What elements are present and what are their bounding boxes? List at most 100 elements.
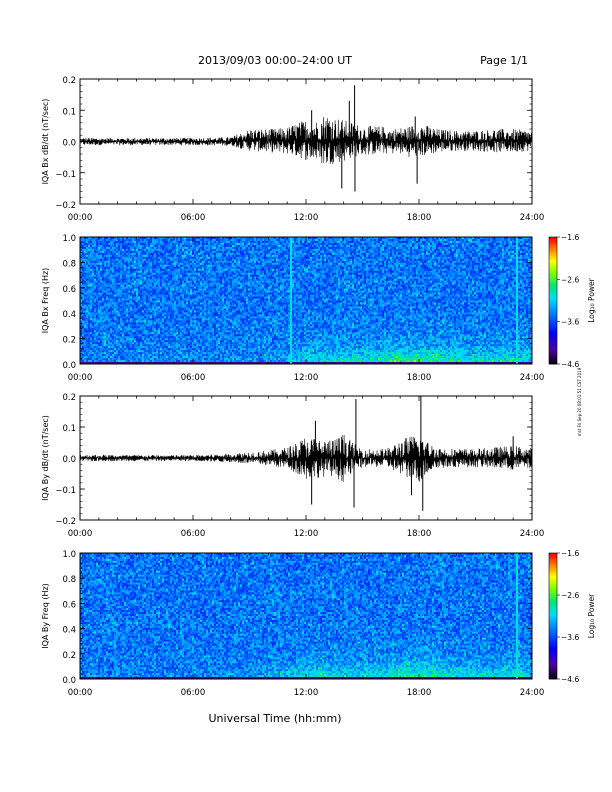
spectrogram-cell: [200, 275, 202, 277]
spectrogram-cell: [196, 346, 198, 348]
spectrogram-cell: [194, 265, 196, 267]
spectrogram-cell: [174, 287, 176, 289]
spectrogram-cell: [214, 273, 216, 275]
spectrogram-cell: [92, 245, 94, 247]
spectrogram-cell: [136, 352, 138, 354]
spectrogram-cell: [230, 302, 232, 304]
spectrogram-cell: [202, 320, 204, 322]
spectrogram-cell: [178, 283, 180, 285]
spectrogram-cell: [120, 289, 122, 291]
spectrogram-cell: [144, 340, 146, 342]
spectrogram-cell: [166, 281, 168, 283]
spectrogram-cell: [132, 314, 134, 316]
spectrogram-cell: [164, 316, 166, 318]
spectrogram-cell: [132, 259, 134, 261]
spectrogram-cell: [142, 263, 144, 265]
spectrogram-cell: [228, 358, 230, 360]
spectrogram-cell: [218, 299, 220, 301]
spectrogram-cell: [128, 346, 130, 348]
spectrogram-cell: [220, 243, 222, 245]
spectrogram-cell: [206, 277, 208, 279]
spectrogram-cell: [130, 336, 132, 338]
spectrogram-cell: [164, 275, 166, 277]
spectrogram-cell: [92, 348, 94, 350]
spectrogram-cell: [140, 243, 142, 245]
spectrogram-cell: [106, 336, 108, 338]
spectrogram-cell: [232, 243, 234, 245]
spectrogram-cell: [206, 291, 208, 293]
spectrogram-cell: [186, 273, 188, 275]
spectrogram-cell: [162, 308, 164, 310]
spectrogram-cell: [160, 247, 162, 249]
spectrogram-cell: [98, 289, 100, 291]
spectrogram-cell: [228, 302, 230, 304]
spectrogram-cell: [172, 261, 174, 263]
spectrogram-cell: [146, 261, 148, 263]
spectrogram-cell: [222, 247, 224, 249]
spectrogram-cell: [124, 243, 126, 245]
spectrogram-cell: [110, 259, 112, 261]
spectrogram-cell: [154, 283, 156, 285]
spectrogram-cell: [230, 241, 232, 243]
spectrogram-cell: [216, 316, 218, 318]
spectrogram-cell: [138, 358, 140, 360]
spectrogram-cell: [108, 281, 110, 283]
spectrogram-cell: [124, 342, 126, 344]
spectrogram-cell: [190, 302, 192, 304]
spectrogram-cell: [170, 259, 172, 261]
spectrogram-cell: [184, 281, 186, 283]
spectrogram-cell: [120, 324, 122, 326]
spectrogram-cell: [120, 263, 122, 265]
spectrogram-cell: [150, 350, 152, 352]
spectrogram-cell: [220, 251, 222, 253]
spectrogram-cell: [128, 267, 130, 269]
spectrogram-cell: [134, 330, 136, 332]
spectrogram-cell: [216, 239, 218, 241]
spectrogram-cell: [148, 334, 150, 336]
spectrogram-cell: [138, 332, 140, 334]
spectrogram-cell: [128, 251, 130, 253]
spectrogram-cell: [230, 328, 232, 330]
spectrogram-cell: [184, 295, 186, 297]
spectrogram-cell: [214, 336, 216, 338]
spectrogram-cell: [150, 283, 152, 285]
spectrogram-cell: [140, 322, 142, 324]
spectrogram-cell: [94, 291, 96, 293]
spectrogram-cell: [106, 346, 108, 348]
spectrogram-cell: [118, 241, 120, 243]
spectrogram-cell: [224, 322, 226, 324]
spectrogram-cell: [100, 322, 102, 324]
spectrogram-cell: [214, 281, 216, 283]
spectrogram-cell: [136, 342, 138, 344]
spectrogram-cell: [172, 281, 174, 283]
spectrogram-cell: [206, 271, 208, 273]
spectrogram-cell: [128, 255, 130, 257]
spectrogram-cell: [96, 332, 98, 334]
spectrogram-cell: [202, 251, 204, 253]
spectrogram-cell: [112, 348, 114, 350]
spectrogram-cell: [154, 301, 156, 303]
spectrogram-cell: [166, 306, 168, 308]
spectrogram-cell: [208, 334, 210, 336]
spectrogram-cell: [212, 281, 214, 283]
spectrogram-cell: [162, 338, 164, 340]
spectrogram-cell: [152, 239, 154, 241]
spectrogram-cell: [94, 324, 96, 326]
spectrogram-cell: [152, 263, 154, 265]
spectrogram-cell: [202, 295, 204, 297]
spectrogram-cell: [130, 241, 132, 243]
spectrogram-cell: [170, 267, 172, 269]
spectrogram-cell: [228, 293, 230, 295]
spectrogram-cell: [144, 251, 146, 253]
spectrogram-cell: [150, 348, 152, 350]
spectrogram-cell: [112, 279, 114, 281]
spectrogram-cell: [82, 344, 84, 346]
spectrogram-cell: [132, 257, 134, 259]
spectrogram-cell: [164, 330, 166, 332]
spectrogram-cell: [172, 314, 174, 316]
spectrogram-cell: [214, 271, 216, 273]
spectrogram-cell: [96, 255, 98, 257]
spectrogram-cell: [190, 314, 192, 316]
spectrogram-cell: [100, 356, 102, 358]
spectrogram-cell: [142, 267, 144, 269]
